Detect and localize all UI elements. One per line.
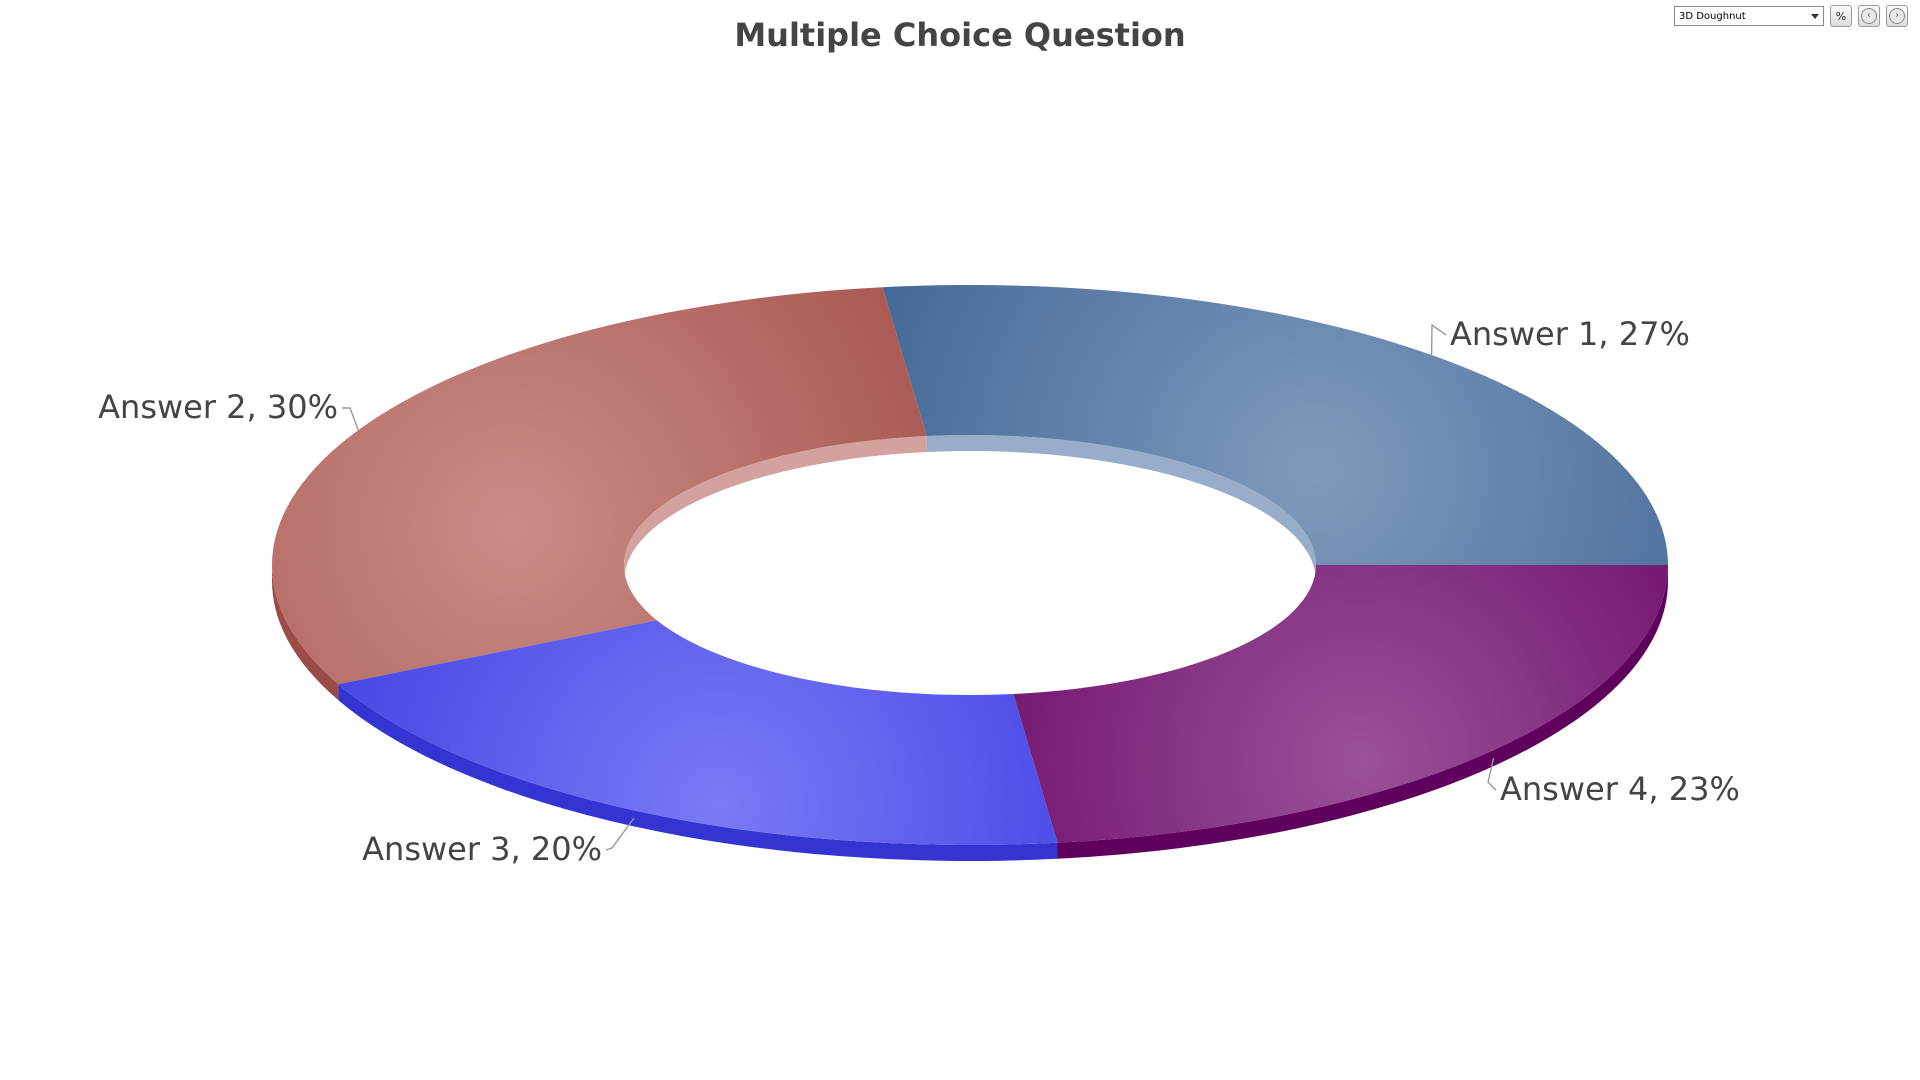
leader-line-answer-2 [342,407,359,431]
chart-type-value: 3D Doughnut [1679,10,1746,22]
chart-title: Multiple Choice Question [734,16,1186,54]
label-answer-1: Answer 1, 27% [1450,315,1690,353]
percent-button-label: % [1835,9,1847,23]
slice-answer-4[interactable] [1013,565,1669,843]
previous-button[interactable]: ‹ [1858,5,1880,27]
leader-line-answer-3 [605,817,635,851]
slice-wall-answer-3 [338,684,1058,861]
slice-wall-answer-4 [1057,565,1669,859]
slice-inner-wall-answer-1 [926,435,1316,581]
chart-toolbar: 3D Doughnut % ‹ › [1674,4,1908,28]
slice-answer-1[interactable] [882,285,1668,565]
arrow-right-icon: › [1889,8,1905,24]
chart-type-select[interactable]: 3D Doughnut [1674,6,1824,26]
arrow-left-icon: ‹ [1861,8,1877,24]
slice-answer-3[interactable] [338,620,1058,846]
label-answer-3: Answer 3, 20% [362,830,602,868]
label-answer-2: Answer 2, 30% [98,388,338,426]
chevron-down-icon [1811,14,1819,19]
leader-line-answer-4 [1487,758,1497,791]
label-answer-4: Answer 4, 23% [1500,770,1740,808]
slice-inner-wall-answer-2 [624,436,927,581]
leader-line-answer-1 [1430,323,1447,355]
next-button[interactable]: › [1886,5,1908,27]
slice-answer-2[interactable] [271,287,927,685]
percent-toggle-button[interactable]: % [1830,5,1852,27]
slice-wall-answer-2 [272,565,339,701]
